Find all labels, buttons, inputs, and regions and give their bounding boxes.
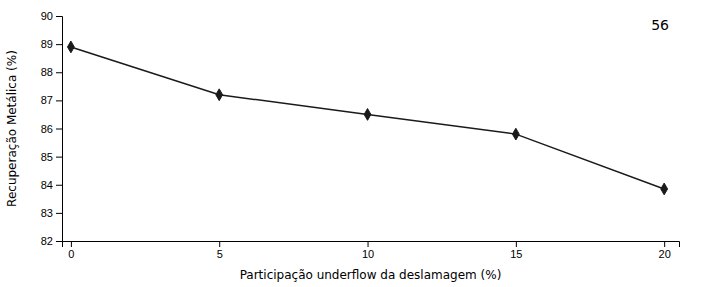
- y-tick-label: 84: [41, 179, 53, 191]
- y-tick-mark: [56, 157, 62, 158]
- annotation: 56: [651, 17, 669, 33]
- x-axis: 0 5 10 15 20: [63, 241, 680, 260]
- x-tick-mark: [664, 241, 665, 247]
- y-tick-label: 88: [41, 66, 53, 78]
- y-tick-mark: [56, 72, 62, 73]
- chart: 0 5 10 15 20 82 83 84 85 86 87 88 89 90 56 Participação…: [0, 0, 703, 287]
- y-tick: 86: [41, 123, 62, 135]
- y-tick-label: 87: [41, 94, 53, 106]
- marker: [216, 89, 223, 101]
- y-tick-label: 85: [41, 151, 53, 163]
- y-axis: 82 83 84 85 86 87 88 89 90: [41, 10, 63, 247]
- x-tick: 10: [362, 241, 374, 260]
- marks: [68, 41, 668, 195]
- y-tick: 82: [41, 235, 62, 247]
- marker: [364, 109, 371, 121]
- y-tick-label: 86: [41, 123, 53, 135]
- y-tick-label: 89: [41, 38, 53, 50]
- marker: [512, 128, 519, 140]
- y-tick-label: 83: [41, 207, 53, 219]
- y-tick: 85: [41, 151, 62, 163]
- y-tick: 87: [41, 94, 62, 106]
- x-tick-label: 15: [510, 248, 522, 260]
- y-axis-title: Recuperação Metálica (%): [5, 50, 19, 207]
- x-axis-line: [63, 242, 680, 248]
- x-tick: 5: [217, 241, 223, 260]
- y-tick-mark: [56, 213, 62, 214]
- x-tick-label: 0: [68, 248, 74, 260]
- y-tick: 88: [41, 66, 62, 78]
- y-tick-mark: [56, 241, 62, 242]
- x-tick-label: 10: [362, 248, 374, 260]
- y-tick-label: 82: [41, 235, 53, 247]
- y-tick-mark: [56, 44, 62, 45]
- y-tick: 89: [41, 38, 62, 50]
- marker: [68, 41, 75, 53]
- y-tick-mark: [56, 100, 62, 101]
- y-tick-mark: [56, 129, 62, 130]
- y-tick-mark: [56, 16, 62, 17]
- x-tick-label: 5: [217, 248, 223, 260]
- x-axis-title: Participação underflow da deslamagem (%): [240, 268, 502, 282]
- x-tick-label: 20: [659, 248, 671, 260]
- y-tick: 84: [41, 179, 62, 191]
- marker: [661, 183, 668, 195]
- x-tick-mark: [219, 241, 220, 247]
- y-tick: 90: [41, 10, 62, 22]
- x-tick-mark: [71, 241, 72, 247]
- x-tick-mark: [368, 241, 369, 247]
- x-tick: 0: [68, 241, 74, 260]
- y-tick: 83: [41, 207, 62, 219]
- x-tick: 15: [510, 241, 522, 260]
- line: [71, 47, 664, 189]
- plot: 0 5 10 15 20 82 83 84 85 86 87 88 89 90 56: [41, 10, 680, 260]
- y-tick-mark: [56, 185, 62, 186]
- x-tick-mark: [516, 241, 517, 247]
- y-tick-label: 90: [41, 10, 53, 22]
- y-axis-line: [56, 17, 63, 242]
- x-tick: 20: [659, 241, 671, 260]
